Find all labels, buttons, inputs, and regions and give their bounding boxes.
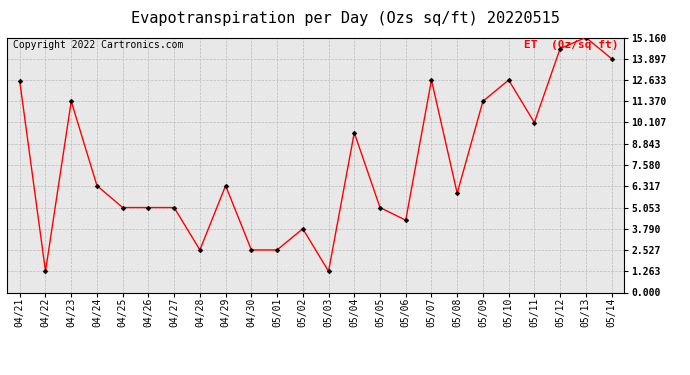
Text: Copyright 2022 Cartronics.com: Copyright 2022 Cartronics.com xyxy=(13,40,184,50)
Text: Evapotranspiration per Day (Ozs sq/ft) 20220515: Evapotranspiration per Day (Ozs sq/ft) 2… xyxy=(130,11,560,26)
Text: ET  (0z/sq ft): ET (0z/sq ft) xyxy=(524,40,618,50)
